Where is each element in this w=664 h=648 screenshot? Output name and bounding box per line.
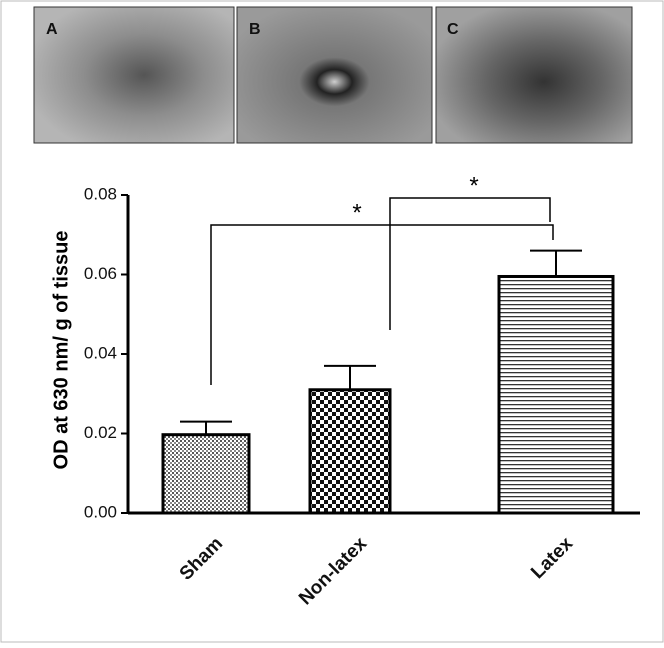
x-tick-label: Latex xyxy=(527,533,577,583)
y-tick-label: 0.02 xyxy=(84,423,117,442)
photo xyxy=(33,6,235,144)
bar xyxy=(308,388,392,515)
x-tick-label: Non-latex xyxy=(295,533,371,609)
y-tick-label: 0.08 xyxy=(84,184,117,203)
photo xyxy=(236,6,433,144)
panel-label: C xyxy=(447,21,459,38)
y-tick-label: 0.00 xyxy=(84,502,117,521)
y-axis-label: OD at 630 nm/ g of tissue xyxy=(50,231,72,470)
bar xyxy=(161,433,251,515)
y-tick-label: 0.06 xyxy=(84,264,117,283)
panel-label: A xyxy=(46,21,58,38)
significance-mark: * xyxy=(352,199,361,226)
panel-label: B xyxy=(249,21,261,38)
x-tick-label: Sham xyxy=(176,533,227,584)
y-tick-label: 0.04 xyxy=(84,343,117,362)
significance-bracket xyxy=(210,224,554,385)
bar xyxy=(497,274,615,515)
photo xyxy=(435,6,633,144)
significance-bracket xyxy=(389,197,551,330)
significance-mark: * xyxy=(469,172,478,199)
